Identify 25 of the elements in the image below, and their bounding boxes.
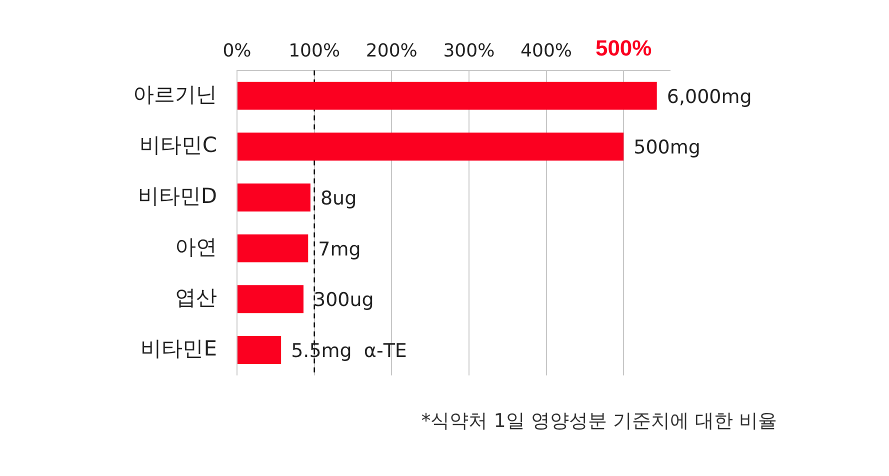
y-tick-label: 엽산	[175, 286, 217, 310]
x-tick-label: 300%	[443, 40, 495, 62]
bar	[238, 285, 304, 314]
bar	[238, 82, 657, 110]
annotation: 6,000mg	[666, 86, 752, 108]
annotation: 300ug	[313, 289, 374, 312]
x-tick-label: 400%	[520, 40, 572, 62]
annotation: 7mg	[318, 238, 361, 260]
annotation: 5.5mg α-TE	[291, 340, 407, 362]
y-tick-label: 아연	[175, 234, 217, 259]
x-tick-label: 500%	[595, 35, 652, 60]
annotation: 500mg	[634, 136, 700, 159]
text: *식약처 1일 영양성분 기준치에 대한 비율	[421, 409, 777, 434]
y-tick-label: 아르기닌	[133, 82, 217, 106]
annotation: 8ug	[320, 187, 357, 210]
x-tick-label: 200%	[366, 40, 418, 62]
bar	[238, 234, 308, 262]
bar	[238, 132, 624, 161]
x-tick-label: 100%	[288, 40, 340, 62]
y-tick-label: 비타민C	[139, 133, 217, 158]
bar	[238, 184, 310, 212]
bar	[238, 336, 282, 364]
y-tick-label: 비타민D	[138, 184, 217, 208]
y-tick-label: 비타민E	[140, 336, 217, 360]
x-tick-label: 0%	[222, 40, 252, 62]
